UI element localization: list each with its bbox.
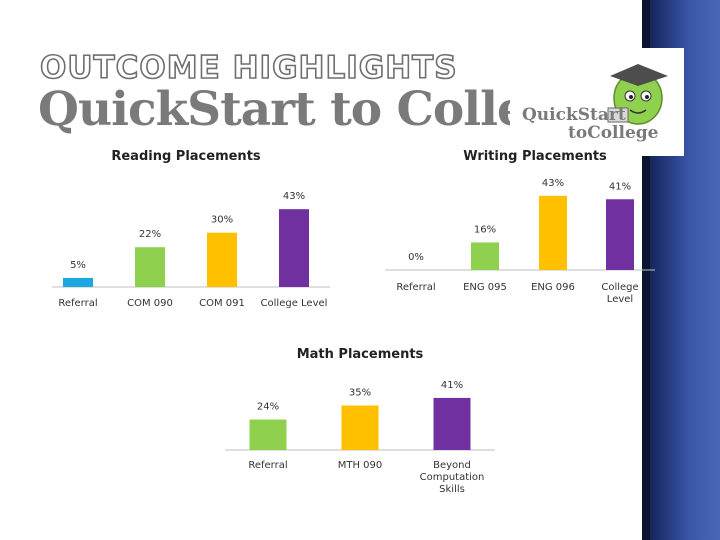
reading-data-label: 22% — [139, 229, 161, 240]
writing-category-label: Level — [607, 294, 633, 305]
grad-cap-icon — [610, 64, 668, 86]
reading-bar — [207, 232, 237, 287]
reading-category-label: COM 091 — [199, 298, 245, 309]
logo-graphic: QuickStart toCollege — [522, 64, 668, 143]
writing-category-label: ENG 096 — [531, 282, 575, 293]
math-category-label: Referral — [248, 460, 287, 471]
reading-bar — [135, 247, 165, 287]
book-icon — [607, 107, 629, 123]
writing-bar — [539, 195, 567, 270]
logo-text-line2: toCollege — [568, 123, 659, 143]
writing-data-label: 43% — [542, 178, 564, 189]
math-category-label: Beyond — [433, 460, 471, 471]
math-category-label: MTH 090 — [338, 460, 383, 471]
writing-category-label: College — [601, 282, 638, 293]
writing-data-label: 16% — [474, 224, 496, 235]
writing-chart-title: Writing Placements — [463, 149, 607, 164]
math-bar — [341, 405, 379, 450]
reading-category-label: College Level — [261, 298, 328, 309]
reading-data-label: 30% — [211, 215, 233, 226]
writing-bar — [471, 242, 499, 270]
math-data-label: 35% — [349, 388, 371, 399]
subtitle-quick: Quick — [38, 82, 188, 137]
quickstart-logo: QuickStart toCollege — [510, 48, 684, 156]
math-bar — [433, 397, 471, 450]
reading-category-label: COM 090 — [127, 298, 173, 309]
math-category-label: Skills — [439, 484, 465, 495]
math-chart-title: Math Placements — [297, 347, 424, 362]
reading-bar — [63, 277, 93, 287]
logo-text-line1: QuickStart — [522, 105, 626, 125]
reading-bar — [279, 209, 309, 287]
math-category-label: Computation — [420, 472, 485, 483]
writing-data-label: 41% — [609, 181, 631, 192]
reading-data-label: 43% — [283, 191, 305, 202]
reading-category-label: Referral — [58, 298, 97, 309]
math-data-label: 24% — [257, 402, 279, 413]
writing-data-label: 0% — [408, 252, 424, 263]
writing-category-label: Referral — [396, 282, 435, 293]
writing-bar — [606, 199, 634, 270]
writing-category-label: ENG 095 — [463, 282, 507, 293]
reading-chart-title: Reading Placements — [111, 149, 261, 164]
reading-data-label: 5% — [70, 260, 86, 271]
math-bar — [249, 419, 287, 450]
page-title: OUTCOME HIGHLIGHTS — [39, 49, 458, 87]
math-data-label: 41% — [441, 380, 463, 391]
